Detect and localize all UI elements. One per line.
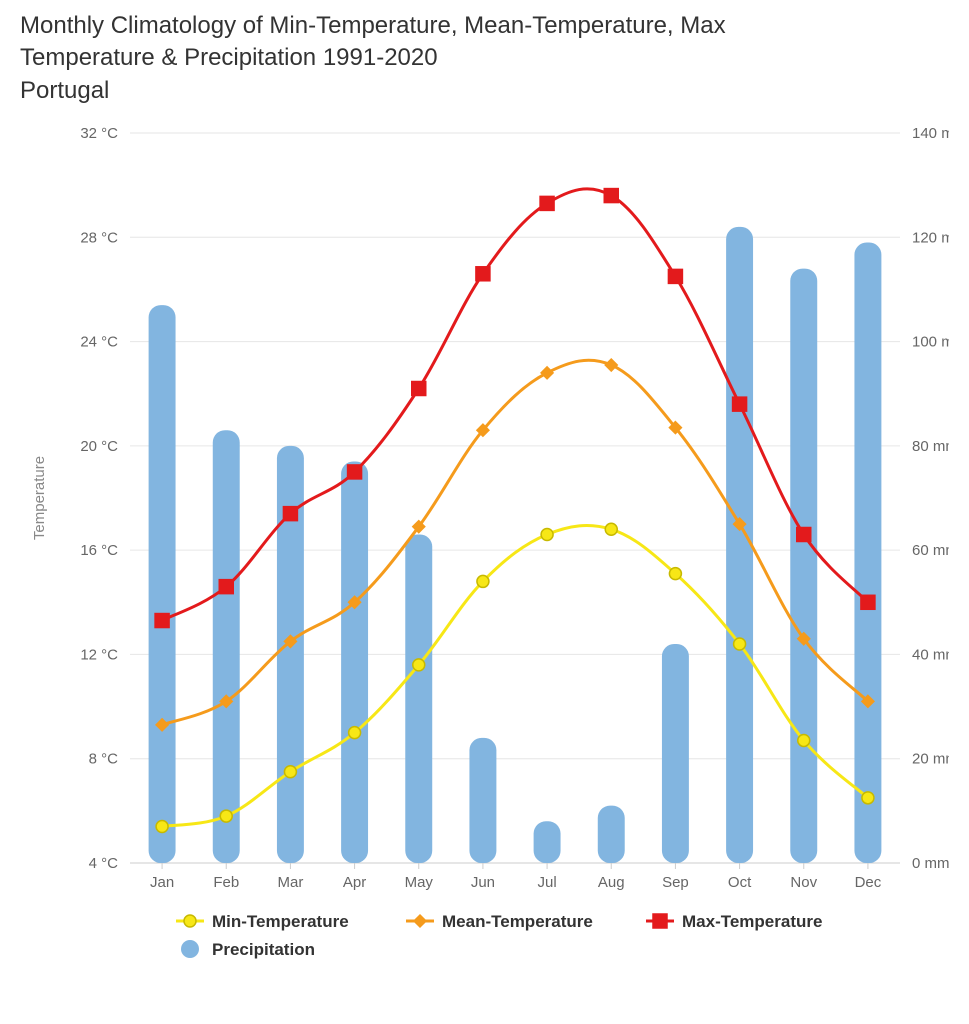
marker-square bbox=[861, 595, 875, 609]
x-tick-label: Mar bbox=[277, 874, 303, 891]
y-right-tick: 100 mm bbox=[912, 334, 949, 351]
marker-square bbox=[412, 382, 426, 396]
y-left-label: Temperature bbox=[31, 456, 48, 540]
legend-label: Min-Temperature bbox=[212, 912, 349, 931]
precipitation-bar bbox=[790, 269, 817, 863]
x-tick-label: Jun bbox=[471, 874, 495, 891]
precipitation-bar bbox=[405, 535, 432, 864]
legend-item: Precipitation bbox=[181, 940, 315, 959]
legend: Min-Temperature Mean-Temperature Max-Tempe… bbox=[176, 912, 822, 959]
marker-square bbox=[604, 189, 618, 203]
precipitation-bar bbox=[341, 462, 368, 864]
y-left-tick: 32 °C bbox=[80, 125, 118, 142]
legend-label: Mean-Temperature bbox=[442, 912, 593, 931]
x-tick-label: Aug bbox=[598, 874, 625, 891]
min_temp-line bbox=[162, 526, 868, 827]
x-tick-label: May bbox=[405, 874, 434, 891]
x-tick-label: Nov bbox=[790, 874, 817, 891]
x-tick-label: Sep bbox=[662, 874, 689, 891]
legend-item: Min-Temperature bbox=[176, 912, 349, 931]
y-right-tick: 0 mm bbox=[912, 855, 949, 872]
chart-title: Monthly Climatology of Min-Temperature, … bbox=[20, 10, 949, 107]
legend-swatch bbox=[181, 940, 199, 958]
marker-circle bbox=[541, 529, 553, 541]
x-tick-label: Feb bbox=[213, 874, 239, 891]
marker-circle bbox=[156, 821, 168, 833]
marker-circle bbox=[477, 576, 489, 588]
marker-circle bbox=[605, 523, 617, 535]
marker-diamond bbox=[605, 359, 617, 371]
precipitation-bar bbox=[662, 644, 689, 863]
y-right-tick: 80 mm bbox=[912, 438, 949, 455]
title-line-2: Temperature & Precipitation 1991-2020 bbox=[20, 44, 438, 71]
legend-label: Precipitation bbox=[212, 940, 315, 959]
y-left-tick: 4 °C bbox=[89, 855, 119, 872]
precipitation-bar bbox=[726, 227, 753, 863]
precipitation-bar bbox=[213, 430, 240, 863]
marker-square bbox=[219, 580, 233, 594]
precipitation-bar bbox=[598, 806, 625, 863]
y-left-tick: 24 °C bbox=[80, 334, 118, 351]
legend-label: Max-Temperature bbox=[682, 912, 822, 931]
y-right-tick: 60 mm bbox=[912, 542, 949, 559]
marker-square bbox=[476, 267, 490, 281]
y-right-tick: 40 mm bbox=[912, 647, 949, 664]
marker-square bbox=[540, 197, 554, 211]
marker-square bbox=[348, 465, 362, 479]
marker-square bbox=[283, 507, 297, 521]
y-left-tick: 12 °C bbox=[80, 647, 118, 664]
mean_temp-line bbox=[162, 360, 868, 725]
max_temp-line bbox=[162, 189, 868, 621]
marker-circle bbox=[798, 735, 810, 747]
marker-diamond bbox=[541, 367, 553, 379]
x-tick-label: Jan bbox=[150, 874, 174, 891]
y-left-tick: 20 °C bbox=[80, 438, 118, 455]
precipitation-bar bbox=[534, 821, 561, 863]
x-tick-label: Jul bbox=[537, 874, 556, 891]
marker-circle bbox=[220, 810, 232, 822]
y-right-tick: 20 mm bbox=[912, 751, 949, 768]
marker-square bbox=[733, 397, 747, 411]
x-tick-label: Oct bbox=[728, 874, 752, 891]
climatology-chart: 4 °C 8 °C 12 °C 16 °C 20 °C 24 °C 28 °C 32 °C 0 … bbox=[20, 113, 949, 1013]
marker-circle bbox=[413, 659, 425, 671]
marker-square bbox=[155, 614, 169, 628]
legend-marker bbox=[653, 914, 667, 928]
y-left-tick: 28 °C bbox=[80, 229, 118, 246]
y-left-tick: 16 °C bbox=[80, 542, 118, 559]
legend-item: Max-Temperature bbox=[646, 912, 822, 931]
title-line-1: Monthly Climatology of Min-Temperature, … bbox=[20, 12, 726, 39]
marker-square bbox=[797, 528, 811, 542]
marker-circle bbox=[734, 638, 746, 650]
y-right-tick: 140 mm bbox=[912, 125, 949, 142]
marker-circle bbox=[284, 766, 296, 778]
legend-marker bbox=[184, 915, 196, 927]
marker-square bbox=[668, 270, 682, 284]
precipitation-bar bbox=[854, 243, 881, 864]
legend-item: Mean-Temperature bbox=[406, 912, 593, 931]
precipitation-bar bbox=[149, 305, 176, 863]
y-right-tick: 120 mm bbox=[912, 229, 949, 246]
y-left-tick: 8 °C bbox=[89, 751, 119, 768]
marker-circle bbox=[669, 568, 681, 580]
x-tick-label: Apr bbox=[343, 874, 366, 891]
marker-circle bbox=[862, 792, 874, 804]
title-line-3: Portugal bbox=[20, 77, 109, 104]
precipitation-bar bbox=[469, 738, 496, 863]
legend-marker bbox=[414, 915, 426, 927]
x-tick-label: Dec bbox=[855, 874, 882, 891]
marker-circle bbox=[349, 727, 361, 739]
